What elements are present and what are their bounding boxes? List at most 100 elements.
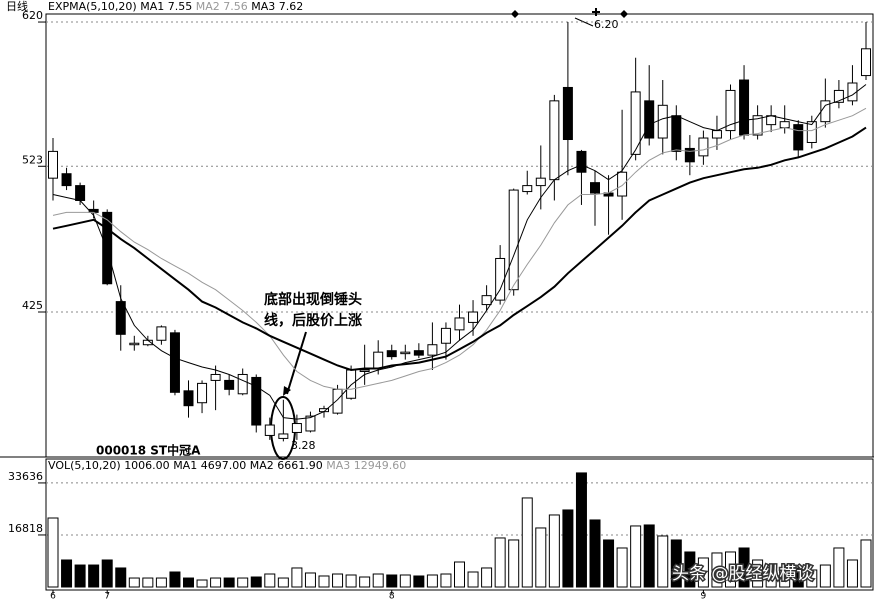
candle-body xyxy=(373,351,384,370)
volume-legend: VOL(5,10,20) 1006.00 MA1 4697.00 MA2 666… xyxy=(48,459,406,472)
volume-bar xyxy=(752,559,764,588)
volume-bar xyxy=(725,551,736,588)
volume-bar xyxy=(88,564,100,588)
candle-body xyxy=(562,86,573,141)
candle-body xyxy=(535,177,546,187)
candle-body xyxy=(657,104,668,139)
volume-bar xyxy=(738,547,750,588)
candle-body xyxy=(427,344,438,356)
candle-body xyxy=(833,89,844,103)
candle-body xyxy=(61,173,72,187)
annotation-line: 线，后股价上涨 xyxy=(264,312,362,329)
volume-bar xyxy=(779,567,791,588)
high-pointer xyxy=(574,17,594,27)
candle-body xyxy=(711,130,722,139)
x-tick-label: 6 xyxy=(50,592,56,599)
legend-name: MA3 xyxy=(326,459,350,472)
candle-body xyxy=(549,100,560,181)
volume-bar xyxy=(399,574,411,588)
legend-name: MA3 xyxy=(251,0,275,13)
candle-body xyxy=(793,124,804,151)
volume-bar xyxy=(372,573,384,588)
candle-body xyxy=(766,115,777,126)
volume-bar xyxy=(237,577,249,588)
legend-value: 7.62 xyxy=(279,0,304,13)
candle-body xyxy=(576,150,587,173)
candle-body xyxy=(739,79,750,136)
candle-body xyxy=(183,390,194,407)
volume-bar xyxy=(806,569,818,588)
legend-name: MA2 xyxy=(250,459,274,472)
candle-body xyxy=(481,295,492,306)
candle-body xyxy=(468,311,479,323)
volume-bar xyxy=(630,525,642,588)
volume-bar xyxy=(575,472,587,588)
volume-bar xyxy=(183,577,194,588)
volume-bar xyxy=(494,537,506,588)
volume-bar xyxy=(264,573,276,588)
volume-bar xyxy=(535,527,547,588)
candle-body xyxy=(129,342,140,346)
indicator-name: VOL(5,10,20) xyxy=(48,459,121,472)
candle-body xyxy=(305,415,316,432)
arrow-head xyxy=(283,386,291,396)
candle-body xyxy=(359,369,370,372)
volume-bar xyxy=(792,567,804,588)
candle-body xyxy=(386,350,397,358)
volume-bar xyxy=(467,571,479,588)
volume-bar xyxy=(304,572,316,588)
indicator-legend: EXPMA(5,10,20) MA1 7.55 MA2 7.56 MA3 7.6… xyxy=(48,0,303,13)
volume-bar xyxy=(454,561,465,588)
volume-bar xyxy=(318,575,330,588)
x-tick-label: 7 xyxy=(104,592,110,599)
candle-body xyxy=(169,332,180,393)
candle-body xyxy=(102,211,113,285)
legend-value: 7.55 xyxy=(168,0,193,13)
volume-bar xyxy=(115,567,127,588)
volume-bar xyxy=(291,567,303,588)
candle-body xyxy=(210,373,221,381)
volume-bar xyxy=(61,559,73,588)
candle-body xyxy=(264,424,275,436)
candle-body xyxy=(617,171,628,197)
volume-bar xyxy=(440,573,452,588)
candle-body xyxy=(291,423,302,433)
candle-body xyxy=(454,317,465,331)
indicator-name: EXPMA(5,10,20) xyxy=(48,0,137,13)
volume-bar xyxy=(223,577,235,588)
candle-body xyxy=(522,185,533,193)
volume-bar xyxy=(169,571,181,588)
volume-bar xyxy=(765,565,777,588)
candle-body xyxy=(590,182,600,194)
volume-bar xyxy=(277,577,289,588)
volume-bar xyxy=(697,557,709,588)
volume-bar xyxy=(833,547,845,588)
volume-bar xyxy=(521,497,533,588)
volume-bar xyxy=(426,574,438,588)
stock-name: 000018 ST中冠A xyxy=(96,443,201,458)
volume-bar xyxy=(562,509,574,588)
candle-body xyxy=(861,48,871,77)
volume-bar xyxy=(508,539,520,588)
legend-name: MA1 xyxy=(173,459,197,472)
candle-body xyxy=(440,327,451,344)
legend-value: 4697.00 xyxy=(201,459,247,472)
y-tick-label: 33636 xyxy=(8,470,43,483)
volume-bar xyxy=(74,564,86,588)
ma-line xyxy=(52,126,867,372)
volume-bar xyxy=(643,524,655,588)
candle-body xyxy=(156,326,167,341)
volume-bar xyxy=(142,577,154,588)
volume-bar xyxy=(332,573,344,588)
volume-bar xyxy=(413,575,425,588)
volume-bar xyxy=(196,579,208,588)
volume-bar xyxy=(819,564,831,588)
candle-body xyxy=(237,373,248,395)
volume-panel xyxy=(45,458,874,591)
period-label: 日线 xyxy=(6,0,28,13)
candle-body xyxy=(75,185,86,201)
y-tick-label: 523 xyxy=(22,153,43,166)
volume-bar xyxy=(684,551,696,588)
current-volume: 1006.00 xyxy=(124,459,170,472)
